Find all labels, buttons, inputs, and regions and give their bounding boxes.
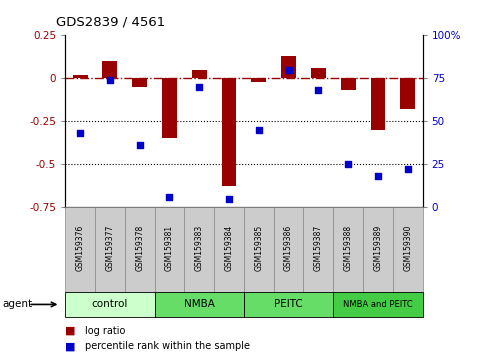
Bar [72, 75, 87, 78]
Bar [311, 68, 326, 78]
Point [255, 127, 263, 133]
Bar [155, 292, 244, 317]
Point [195, 84, 203, 90]
Point [285, 67, 293, 73]
Bar [251, 78, 266, 82]
Bar [125, 207, 155, 292]
Point [344, 161, 352, 167]
Bar [185, 207, 214, 292]
Bar [222, 78, 237, 187]
Text: GSM159376: GSM159376 [76, 225, 85, 271]
Bar [244, 207, 274, 292]
Bar [65, 292, 155, 317]
Text: GSM159388: GSM159388 [344, 225, 353, 271]
Bar [155, 207, 185, 292]
Text: GSM159384: GSM159384 [225, 225, 233, 271]
Point [166, 194, 173, 200]
Text: control: control [92, 299, 128, 309]
Point [106, 77, 114, 83]
Text: ■: ■ [65, 341, 76, 351]
Text: GSM159383: GSM159383 [195, 225, 204, 271]
Bar [393, 207, 423, 292]
Text: log ratio: log ratio [85, 326, 125, 336]
Text: GSM159378: GSM159378 [135, 225, 144, 271]
Text: NMBA: NMBA [184, 299, 214, 309]
Bar [102, 61, 117, 78]
Bar [132, 78, 147, 87]
Bar [192, 70, 207, 78]
Bar [370, 78, 385, 130]
Text: GSM159389: GSM159389 [373, 225, 383, 271]
Point [136, 142, 143, 148]
Bar [162, 78, 177, 138]
Bar [333, 207, 363, 292]
Bar [341, 78, 355, 90]
Text: GSM159387: GSM159387 [314, 225, 323, 271]
Text: GSM159390: GSM159390 [403, 225, 412, 271]
Text: GSM159377: GSM159377 [105, 225, 114, 271]
Text: PEITC: PEITC [274, 299, 303, 309]
Bar [400, 78, 415, 109]
Point [374, 173, 382, 179]
Point [404, 166, 412, 172]
Point [76, 130, 84, 136]
Text: NMBA and PEITC: NMBA and PEITC [343, 300, 413, 309]
Bar [363, 207, 393, 292]
Text: agent: agent [2, 299, 32, 309]
Bar [95, 207, 125, 292]
Text: GSM159385: GSM159385 [255, 225, 263, 271]
Bar [274, 207, 303, 292]
Point [314, 87, 322, 93]
Bar [214, 207, 244, 292]
Text: percentile rank within the sample: percentile rank within the sample [85, 341, 250, 351]
Text: GSM159381: GSM159381 [165, 225, 174, 271]
Text: ■: ■ [65, 326, 76, 336]
Bar [244, 292, 333, 317]
Bar [65, 207, 95, 292]
Bar [303, 207, 333, 292]
Text: GSM159386: GSM159386 [284, 225, 293, 271]
Bar [281, 56, 296, 78]
Bar [333, 292, 423, 317]
Point [225, 196, 233, 201]
Text: GDS2839 / 4561: GDS2839 / 4561 [56, 15, 165, 28]
